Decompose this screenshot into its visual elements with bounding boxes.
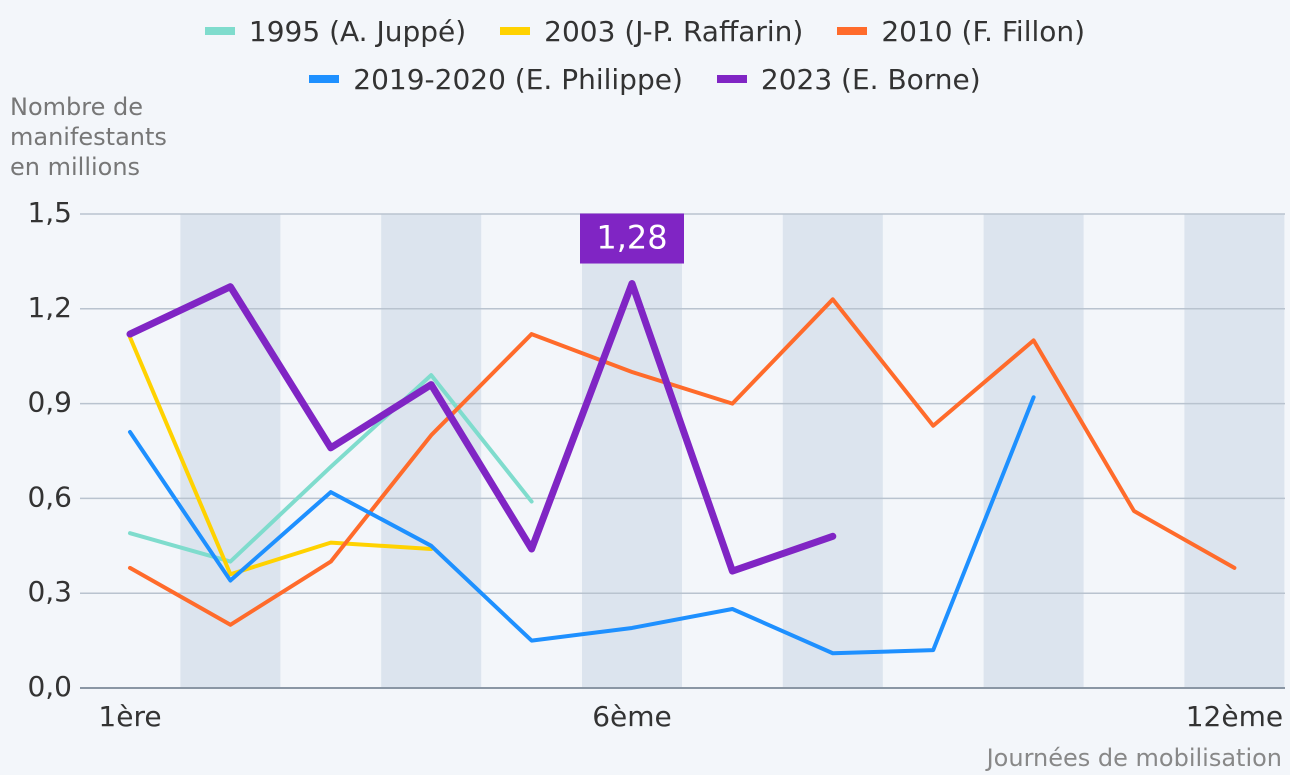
chart: 0,0 0,3 0,6 0,9 1,2 1,5 1ère 6ème 12ème 1,28 [0, 0, 1290, 775]
y-tick-label: 1,2 [27, 291, 72, 324]
band [783, 214, 883, 688]
x-tick-label: 6ème [592, 700, 672, 733]
y-tick-label: 1,5 [27, 196, 72, 229]
y-tick-label: 0,6 [27, 480, 72, 513]
value-label: 1,28 [596, 219, 667, 257]
y-tick-label: 0,9 [27, 386, 72, 419]
x-tick-label: 12ème [1186, 700, 1283, 733]
band [984, 214, 1084, 688]
page: {"chart_data": {"type": "line", "y_label… [0, 0, 1290, 775]
y-tick-label: 0,3 [27, 575, 72, 608]
band [381, 214, 481, 688]
band [1184, 214, 1284, 688]
x-tick-label: 1ère [98, 700, 161, 733]
y-tick-label: 0,0 [27, 670, 72, 703]
